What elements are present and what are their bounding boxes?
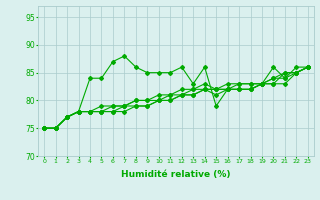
- X-axis label: Humidité relative (%): Humidité relative (%): [121, 170, 231, 179]
